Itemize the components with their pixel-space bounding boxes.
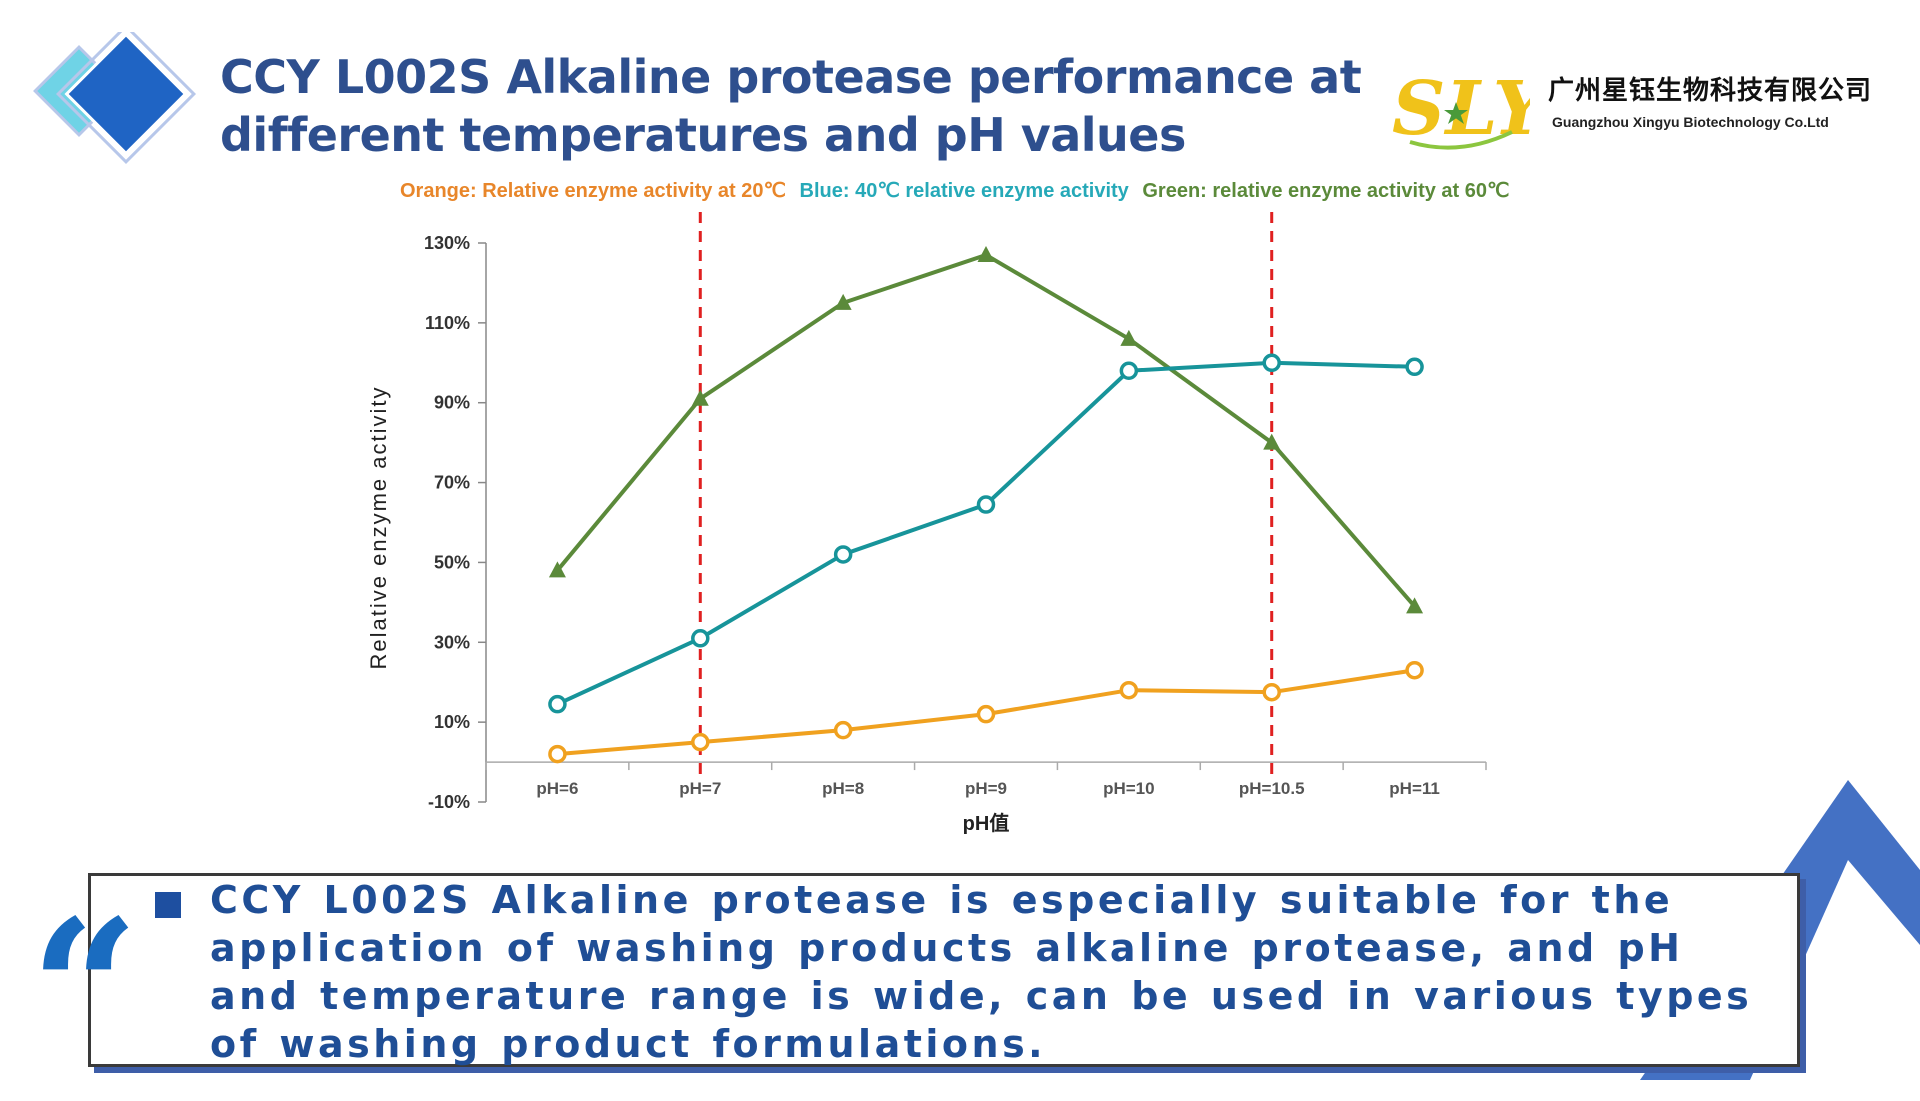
y-tick-label: 10% <box>434 712 470 732</box>
legend-blue: Blue: 40℃ relative enzyme activity <box>799 180 1129 202</box>
y-tick-label: 30% <box>434 632 470 652</box>
green-point <box>1120 329 1138 346</box>
legend-orange: Orange: Relative enzyme activity at 20℃ <box>400 180 786 202</box>
y-tick-label: 50% <box>434 552 470 572</box>
quote-box <box>88 873 1800 1067</box>
y-tick-label: -10% <box>428 792 470 812</box>
square-bullet-icon <box>155 892 181 918</box>
x-tick-label: pH=10.5 <box>1239 779 1305 798</box>
orange-series-line <box>557 668 1415 757</box>
company-name-cn: 广州星钰生物科技有限公司 <box>1548 76 1873 106</box>
orange-point <box>691 732 710 752</box>
orange-point <box>833 720 853 740</box>
green-point <box>691 389 709 406</box>
logo-mark-text: SLY <box>1392 66 1530 150</box>
x-tick-label: pH=11 <box>1389 779 1440 798</box>
quote-icon: “ <box>30 878 140 1101</box>
green-point <box>834 293 852 310</box>
green-point <box>1263 433 1281 450</box>
blue-point <box>548 694 567 714</box>
blue-point <box>1405 357 1424 377</box>
blue-point <box>1262 353 1281 373</box>
y-tick-label: 90% <box>434 393 470 413</box>
decorative-diamonds-icon <box>33 32 197 165</box>
x-tick-label: pH=7 <box>679 779 721 798</box>
company-logo: SLY 广州星钰生物科技有限公司 Guangzhou Xingyu Biotec… <box>1390 62 1900 152</box>
blue-point <box>1119 361 1139 381</box>
x-axis-title: pH值 <box>963 811 1010 835</box>
blue-point <box>976 495 996 514</box>
company-name-en: Guangzhou Xingyu Biotechnology Co.Ltd <box>1552 114 1829 130</box>
x-tick-label: pH=10 <box>1103 779 1155 798</box>
blue-point <box>833 545 853 564</box>
green-series-line <box>555 252 1417 608</box>
x-tick-label: pH=6 <box>536 779 578 798</box>
orange-point <box>976 704 996 724</box>
y-tick-label: 70% <box>434 473 470 493</box>
green-point <box>1406 597 1424 614</box>
green-point <box>977 245 995 262</box>
sly-logo-icon: SLY <box>1392 66 1530 150</box>
y-tick-label: 130% <box>424 233 470 253</box>
summary-text: CCY L002S Alkaline protease is especiall… <box>210 878 1753 1066</box>
title-line-2: different temperatures and pH values <box>220 108 1186 162</box>
page-title: CCY L002S Alkaline protease performance … <box>220 48 1362 164</box>
green-point <box>548 561 566 578</box>
orange-point <box>1119 680 1139 700</box>
orange-point <box>1262 682 1281 702</box>
title-line-1: CCY L002S Alkaline protease performance … <box>220 50 1362 104</box>
orange-point <box>548 744 567 764</box>
x-tick-label: pH=8 <box>822 779 864 798</box>
orange-point <box>1405 660 1424 680</box>
blue-point <box>691 629 710 648</box>
y-tick-label: 110% <box>425 313 470 333</box>
x-tick-label: pH=9 <box>965 779 1007 798</box>
legend-green: Green: relative enzyme activity at 60℃ <box>1142 180 1510 202</box>
blue-series-line <box>556 360 1415 706</box>
chart-legend: Orange: Relative enzyme activity at 20℃ … <box>400 178 1700 203</box>
y-axis-title: Relative enzyme activity <box>366 386 391 670</box>
